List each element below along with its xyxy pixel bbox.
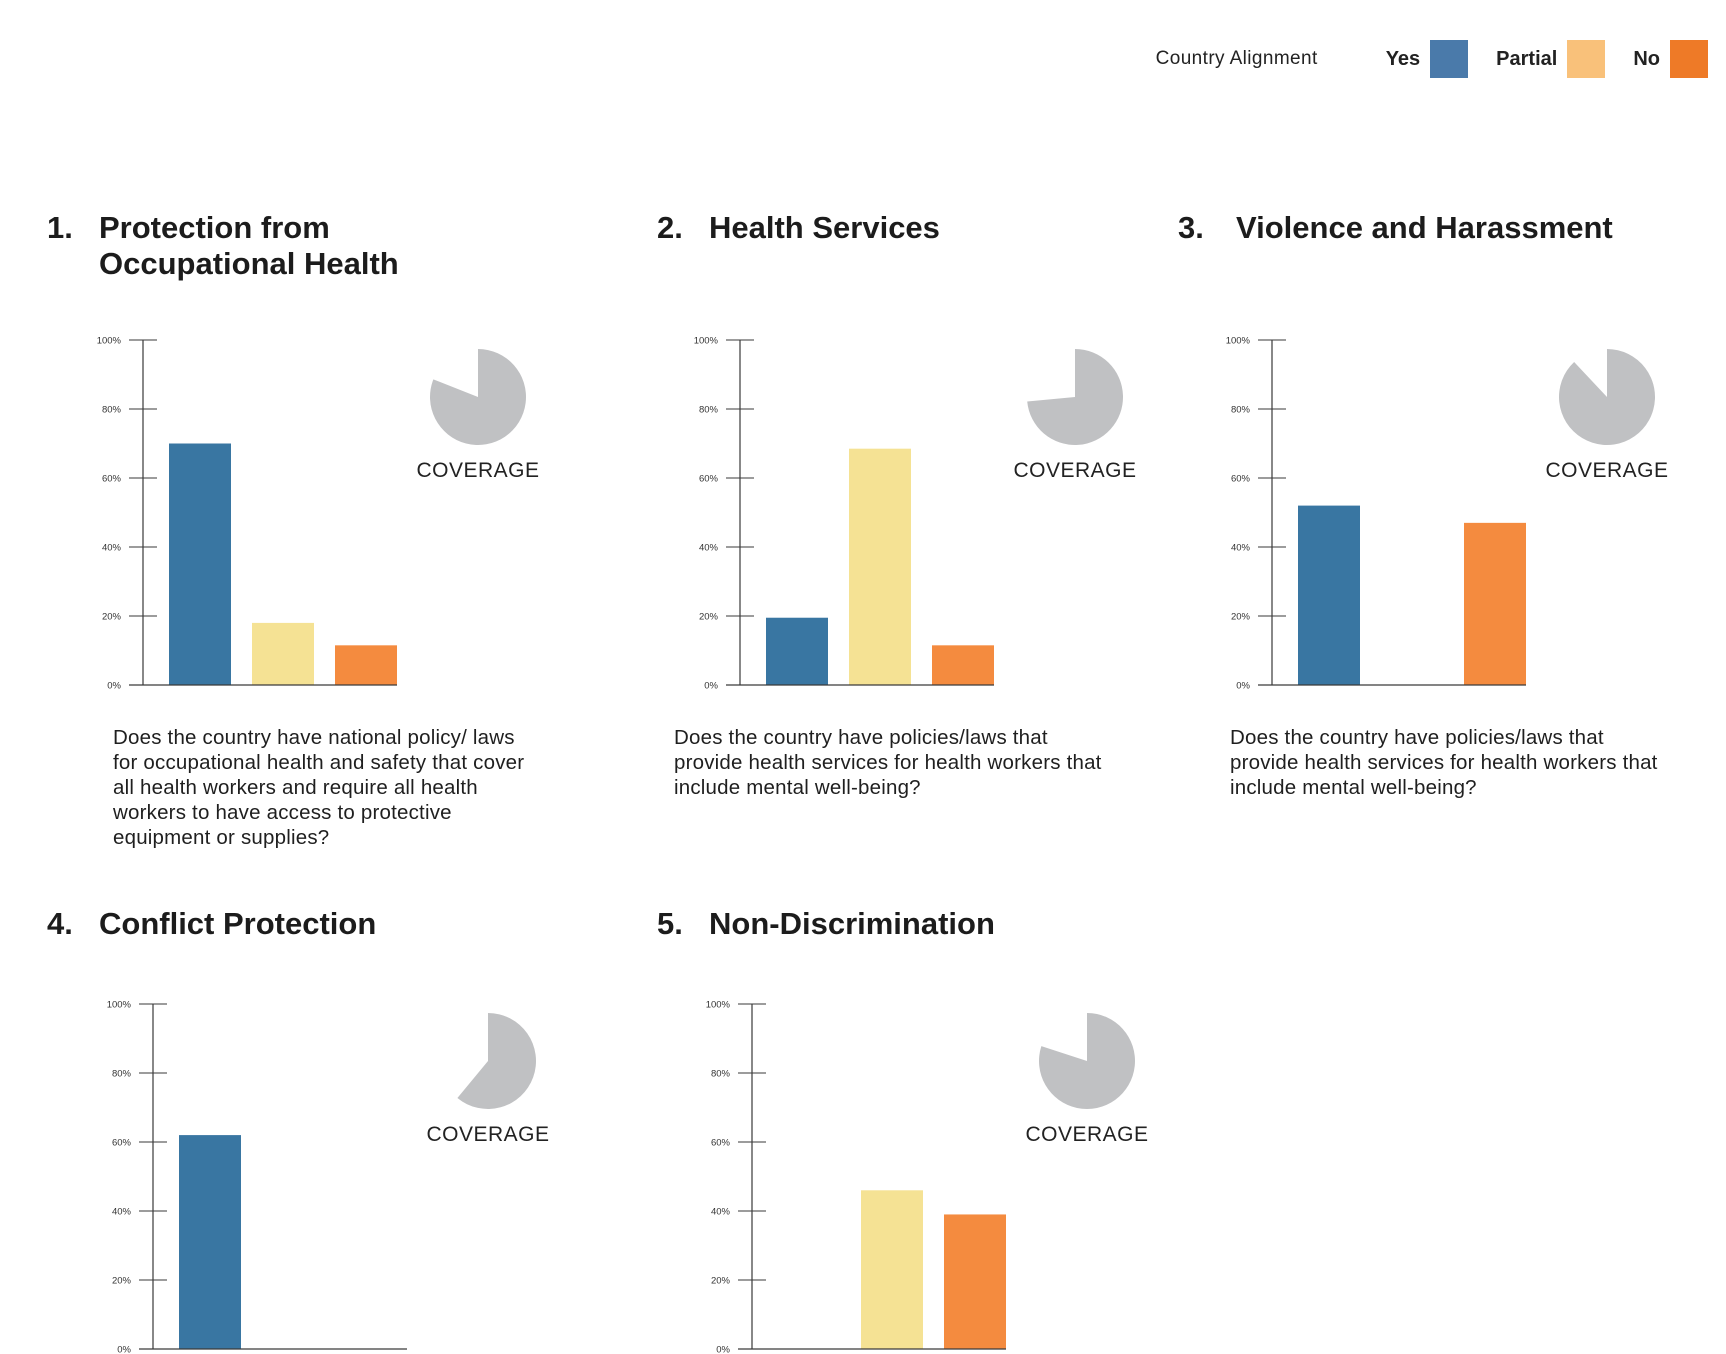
legend-item-yes: Yes bbox=[1386, 40, 1468, 78]
y-tick-label: 0% bbox=[1236, 681, 1250, 692]
coverage-pie bbox=[430, 349, 526, 445]
bar-yes bbox=[1298, 506, 1360, 685]
bar-partial bbox=[861, 1190, 923, 1349]
y-tick-label: 60% bbox=[1231, 474, 1251, 485]
y-tick-label: 0% bbox=[107, 681, 121, 692]
bar-no bbox=[944, 1214, 1006, 1349]
y-tick-label: 80% bbox=[711, 1069, 731, 1080]
y-tick-label: 40% bbox=[1231, 543, 1251, 554]
bar-no bbox=[1464, 523, 1526, 685]
y-tick-label: 100% bbox=[706, 1000, 731, 1011]
y-tick-label: 80% bbox=[699, 405, 719, 416]
y-tick-label: 20% bbox=[1231, 612, 1251, 623]
section-heading: 4. Conflict Protection bbox=[47, 906, 529, 942]
y-tick-label: 20% bbox=[102, 612, 122, 623]
y-tick-label: 20% bbox=[711, 1276, 731, 1287]
coverage-pie bbox=[1027, 349, 1123, 445]
y-tick-label: 40% bbox=[112, 1207, 132, 1218]
bar-partial bbox=[252, 623, 314, 685]
y-tick-label: 100% bbox=[107, 1000, 132, 1011]
coverage-label: COVERAGE bbox=[426, 1123, 549, 1146]
coverage-slice bbox=[1027, 349, 1123, 445]
section-title: Conflict Protection bbox=[99, 906, 529, 942]
section-question: Does the country have policies/laws that… bbox=[1230, 725, 1660, 800]
legend-swatch-partial bbox=[1567, 40, 1605, 78]
y-tick-label: 40% bbox=[102, 543, 122, 554]
legend-label-yes: Yes bbox=[1386, 48, 1420, 71]
chart-1: 0%20%40%60%80%100%COVERAGE bbox=[47, 340, 567, 690]
chart-5: 0%20%40%60%80%100%COVERAGE bbox=[656, 1004, 1216, 1354]
chart-3: 0%20%40%60%80%100%COVERAGE bbox=[1176, 340, 1696, 690]
y-tick-label: 40% bbox=[699, 543, 719, 554]
y-tick-label: 40% bbox=[711, 1207, 731, 1218]
y-tick-label: 80% bbox=[112, 1069, 132, 1080]
section-title: Violence and Harassment bbox=[1236, 210, 1666, 246]
y-tick-label: 0% bbox=[704, 681, 718, 692]
coverage-slice bbox=[1559, 349, 1655, 445]
section-number: 4. bbox=[47, 906, 99, 942]
coverage-slice bbox=[457, 1013, 536, 1109]
bar-yes bbox=[766, 618, 828, 685]
chart-2: 0%20%40%60%80%100%COVERAGE bbox=[644, 340, 1164, 690]
y-tick-label: 100% bbox=[1226, 336, 1251, 347]
section-title: Non-Discrimination bbox=[709, 906, 1139, 942]
section-number: 1. bbox=[47, 210, 99, 282]
coverage-label: COVERAGE bbox=[416, 459, 539, 482]
y-tick-label: 80% bbox=[1231, 405, 1251, 416]
y-tick-label: 100% bbox=[97, 336, 122, 347]
coverage-label: COVERAGE bbox=[1013, 459, 1136, 482]
y-tick-label: 60% bbox=[102, 474, 122, 485]
legend-swatch-no bbox=[1670, 40, 1708, 78]
section-number: 2. bbox=[657, 210, 709, 246]
section-number: 5. bbox=[657, 906, 709, 942]
coverage-pie bbox=[1559, 349, 1655, 445]
chart-4: 0%20%40%60%80%100%COVERAGE bbox=[57, 1004, 577, 1354]
y-tick-label: 100% bbox=[694, 336, 719, 347]
bar-no bbox=[932, 645, 994, 685]
section-question: Does the country have policies/laws that… bbox=[674, 725, 1104, 800]
section-number: 3. bbox=[1178, 210, 1236, 246]
y-tick-label: 80% bbox=[102, 405, 122, 416]
y-tick-label: 60% bbox=[699, 474, 719, 485]
legend-title: Country Alignment bbox=[1156, 48, 1318, 70]
section-title: Health Services bbox=[709, 210, 1139, 246]
legend-label-no: No bbox=[1633, 48, 1660, 71]
y-tick-label: 0% bbox=[716, 1345, 730, 1354]
coverage-slice bbox=[1039, 1013, 1135, 1109]
legend-swatch-yes bbox=[1430, 40, 1468, 78]
y-tick-label: 60% bbox=[112, 1138, 132, 1149]
legend-label-partial: Partial bbox=[1496, 48, 1557, 71]
coverage-label: COVERAGE bbox=[1025, 1123, 1148, 1146]
coverage-pie bbox=[1039, 1013, 1135, 1109]
legend-item-partial: Partial bbox=[1496, 40, 1605, 78]
bar-yes bbox=[179, 1135, 241, 1349]
y-tick-label: 20% bbox=[112, 1276, 132, 1287]
section-heading: 1. Protection from Occupational Health bbox=[47, 210, 529, 282]
section-heading: 5. Non-Discrimination bbox=[657, 906, 1139, 942]
legend-item-no: No bbox=[1633, 40, 1708, 78]
bar-partial bbox=[849, 449, 911, 685]
y-tick-label: 60% bbox=[711, 1138, 731, 1149]
section-title: Protection from Occupational Health bbox=[99, 210, 529, 282]
legend: Country Alignment Yes Partial No bbox=[1156, 38, 1708, 80]
bar-yes bbox=[169, 444, 231, 686]
coverage-label: COVERAGE bbox=[1545, 459, 1668, 482]
bar-no bbox=[335, 645, 397, 685]
section-heading: 3. Violence and Harassment bbox=[1178, 210, 1666, 246]
section-question: Does the country have national policy/ l… bbox=[113, 725, 543, 850]
coverage-slice bbox=[430, 349, 526, 445]
coverage-pie bbox=[457, 1013, 536, 1109]
y-tick-label: 20% bbox=[699, 612, 719, 623]
section-heading: 2. Health Services bbox=[657, 210, 1139, 246]
y-tick-label: 0% bbox=[117, 1345, 131, 1354]
